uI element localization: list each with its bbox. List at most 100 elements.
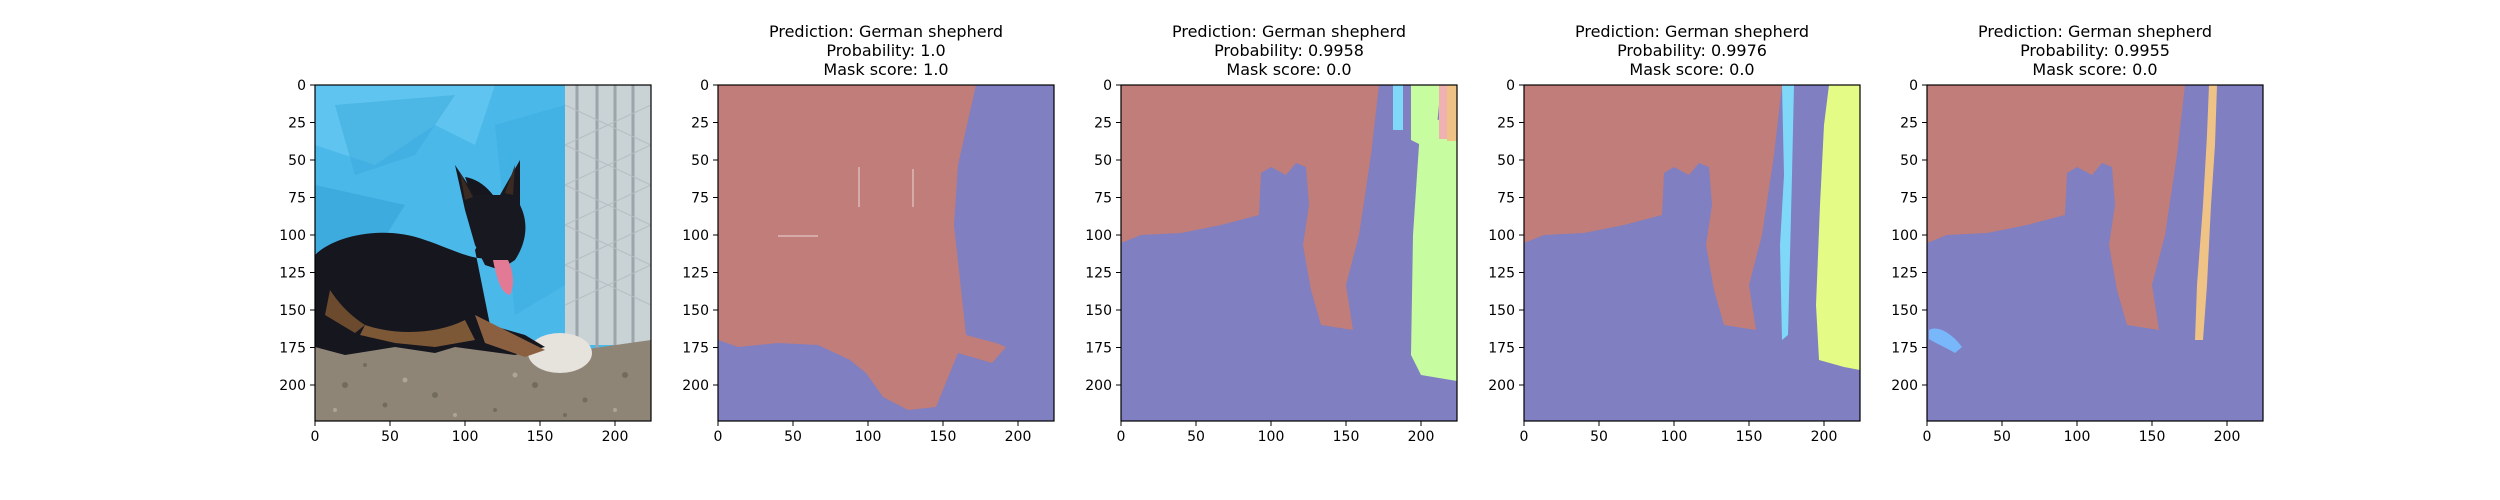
panel-title-line: Prediction: German shepherd [1172, 22, 1406, 41]
y-tick-label: 150 [1488, 303, 1515, 319]
x-tick-label: 100 [1258, 429, 1285, 445]
x-tick-label: 200 [1811, 429, 1838, 445]
panel-title-line: Probability: 0.9955 [2020, 41, 2170, 60]
x-tick-label: 200 [1408, 429, 1435, 445]
x-tick-label: 150 [1736, 429, 1763, 445]
y-tick-label: 50 [288, 153, 306, 169]
x-tick-label: 0 [714, 429, 723, 445]
y-tick-label: 175 [1488, 341, 1515, 357]
axes-mask-1: 0 50 100 150 200 0 25 50 75 100 125 150 175 200 Predic… [682, 22, 1055, 445]
y-tick-label: 150 [279, 303, 306, 319]
y-tick-label: 100 [1488, 228, 1515, 244]
y-tick-label: 125 [1488, 266, 1515, 282]
panel-title-line: Mask score: 0.0 [2032, 60, 2157, 79]
x-tick-label: 0 [1923, 429, 1932, 445]
panel-title-line: Prediction: German shepherd [1575, 22, 1809, 41]
y-tick-label: 50 [1497, 153, 1515, 169]
x-tick-label: 100 [1661, 429, 1688, 445]
x-tick-label: 200 [2214, 429, 2241, 445]
segmentation-mask [718, 85, 1054, 421]
y-tick-label: 0 [297, 78, 306, 94]
y-tick-label: 125 [279, 266, 306, 282]
y-tick-label: 75 [1900, 191, 1918, 207]
x-tick-label: 50 [381, 429, 399, 445]
segmentation-mask [1524, 85, 1860, 421]
panel-mask-2 [1121, 85, 1457, 421]
x-tick-label: 150 [527, 429, 554, 445]
y-tick-label: 150 [1085, 303, 1112, 319]
x-tick-label: 50 [1993, 429, 2011, 445]
x-tick-label: 50 [784, 429, 802, 445]
y-tick-label: 0 [700, 78, 709, 94]
panel-title: Prediction: German shepherdProbability: … [769, 22, 1003, 79]
y-tick-label: 175 [1085, 341, 1112, 357]
axes-frame [314, 84, 652, 422]
axes-mask-4: 0 50 100 150 200 0 25 50 75 100 125 150 175 200 Predic… [1891, 22, 2264, 445]
panel-mask-4 [1927, 85, 2263, 421]
panel-mask-3 [1524, 85, 1860, 421]
panel-title: Prediction: German shepherdProbability: … [1575, 22, 1809, 79]
y-tick-label: 100 [682, 228, 709, 244]
x-tick-label: 50 [1590, 429, 1608, 445]
y-tick-label: 200 [1488, 378, 1515, 394]
y-tick-label: 175 [279, 341, 306, 357]
y-tick-label: 175 [682, 341, 709, 357]
panel-title: Prediction: German shepherdProbability: … [1172, 22, 1406, 79]
x-tick-label: 200 [1005, 429, 1032, 445]
y-tick-label: 200 [682, 378, 709, 394]
panel-title-line: Probability: 0.9976 [1617, 41, 1767, 60]
y-tick-label: 75 [1094, 191, 1112, 207]
y-tick-label: 25 [691, 116, 709, 132]
axes-mask-2: 0 50 100 150 200 0 25 50 75 100 125 150 175 200 Predic… [1085, 22, 1458, 445]
y-tick-label: 100 [1085, 228, 1112, 244]
y-tick-label: 50 [691, 153, 709, 169]
y-tick-label: 125 [682, 266, 709, 282]
y-tick-label: 50 [1900, 153, 1918, 169]
axes-frame [1523, 84, 1861, 422]
x-tick-label: 100 [2064, 429, 2091, 445]
y-tick-label: 75 [691, 191, 709, 207]
panel-original [315, 85, 651, 421]
panel-title-line: Prediction: German shepherd [769, 22, 1003, 41]
y-tick-label: 100 [279, 228, 306, 244]
x-tick-label: 100 [855, 429, 882, 445]
axes-decorations: 0 50 100 150 200 0 25 50 75 100 125 150 175 200 0 50 100… [279, 22, 2264, 445]
y-tick-label: 25 [1497, 116, 1515, 132]
panel-title-line: Mask score: 0.0 [1629, 60, 1754, 79]
segmentation-mask [1121, 85, 1457, 421]
axes-mask-3: 0 50 100 150 200 0 25 50 75 100 125 150 175 200 Predic… [1488, 22, 1861, 445]
panel-title-line: Probability: 1.0 [826, 41, 945, 60]
axes-frame [1120, 84, 1458, 422]
x-tick-label: 200 [602, 429, 629, 445]
y-tick-label: 200 [279, 378, 306, 394]
x-tick-label: 0 [311, 429, 320, 445]
axes-frame [1926, 84, 2264, 422]
panel-title-line: Mask score: 1.0 [823, 60, 948, 79]
segmentation-mask [1927, 85, 2263, 421]
y-tick-label: 125 [1085, 266, 1112, 282]
y-tick-label: 200 [1891, 378, 1918, 394]
x-tick-label: 150 [930, 429, 957, 445]
axes-frame [717, 84, 1055, 422]
y-tick-label: 75 [1497, 191, 1515, 207]
y-tick-label: 25 [1094, 116, 1112, 132]
axes-original: 0 50 100 150 200 0 25 50 75 100 125 150 175 200 [279, 78, 652, 445]
y-tick-label: 25 [288, 116, 306, 132]
x-tick-label: 100 [452, 429, 479, 445]
y-tick-label: 125 [1891, 266, 1918, 282]
x-tick-label: 0 [1117, 429, 1126, 445]
y-tick-label: 0 [1103, 78, 1112, 94]
y-tick-label: 175 [1891, 341, 1918, 357]
x-tick-label: 150 [1333, 429, 1360, 445]
y-tick-label: 150 [1891, 303, 1918, 319]
x-tick-label: 150 [2139, 429, 2166, 445]
y-tick-label: 100 [1891, 228, 1918, 244]
panel-title: Prediction: German shepherdProbability: … [1978, 22, 2212, 79]
panel-mask-1 [718, 85, 1054, 421]
panel-title-line: Mask score: 0.0 [1226, 60, 1351, 79]
y-tick-label: 200 [1085, 378, 1112, 394]
y-tick-label: 25 [1900, 116, 1918, 132]
y-tick-label: 150 [682, 303, 709, 319]
y-tick-label: 0 [1909, 78, 1918, 94]
